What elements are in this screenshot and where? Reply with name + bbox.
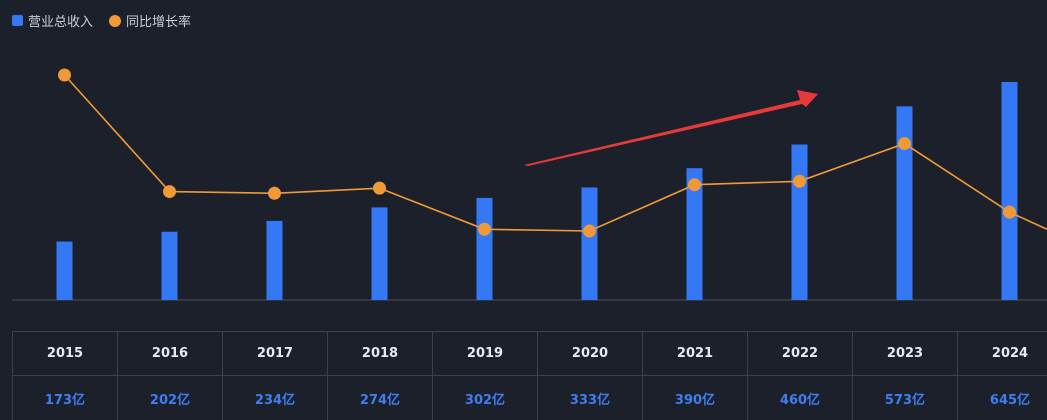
growth-point-2020[interactable] xyxy=(583,224,596,238)
legend-label-growth: 同比增长率 xyxy=(126,15,192,30)
growth-point-2023[interactable] xyxy=(898,137,911,151)
table-cell-value: 390亿 xyxy=(643,376,748,420)
bar-2017[interactable] xyxy=(266,220,283,300)
bar-2019[interactable] xyxy=(476,197,493,300)
table-cell-year: 2018 xyxy=(328,332,433,375)
table-cell-value: 573亿 xyxy=(853,376,958,420)
legend-item-revenue[interactable]: 营业总收入 xyxy=(12,11,93,30)
bar-2016[interactable] xyxy=(161,231,178,300)
table-cell-value: 460亿 xyxy=(748,376,853,420)
bar-2015[interactable] xyxy=(56,241,73,300)
growth-point-2021[interactable] xyxy=(688,178,701,192)
growth-point-2017[interactable] xyxy=(268,186,281,200)
growth-point-2022[interactable] xyxy=(793,174,806,188)
table-row-years: 2015 2016 2017 2018 2019 2020 2021 2022 2023 2024 xyxy=(13,332,1047,376)
trend-arrow-shape xyxy=(524,90,818,166)
table-cell-value: 274亿 xyxy=(328,376,433,420)
bar-2022[interactable] xyxy=(791,144,808,300)
table-cell-year: 2017 xyxy=(223,332,328,375)
table-cell-year: 2016 xyxy=(118,332,223,375)
table-cell-year: 2023 xyxy=(853,332,958,375)
growth-point-2018[interactable] xyxy=(373,181,386,195)
legend-swatch-growth xyxy=(109,14,122,27)
legend-item-growth[interactable]: 同比增长率 xyxy=(109,11,191,30)
bar-2018[interactable] xyxy=(371,207,388,300)
table-cell-year: 2019 xyxy=(433,332,538,375)
bar-2021[interactable] xyxy=(686,168,703,300)
table-cell-value: 173亿 xyxy=(13,376,118,420)
growth-point-2016[interactable] xyxy=(163,185,176,199)
table-cell-year: 2022 xyxy=(748,332,853,375)
legend-swatch-revenue xyxy=(12,15,23,26)
table-cell-value: 333亿 xyxy=(538,376,643,420)
table-cell-year: 2021 xyxy=(643,332,748,375)
bar-2023[interactable] xyxy=(896,106,913,300)
growth-point-2015[interactable] xyxy=(58,68,71,82)
table-cell-value: 302亿 xyxy=(433,376,538,420)
trend-arrow xyxy=(524,90,818,166)
data-table: 2015 2016 2017 2018 2019 2020 2021 2022 2023 2024… xyxy=(12,331,1047,420)
combo-chart xyxy=(12,68,1047,301)
bar-2024[interactable] xyxy=(1001,82,1018,300)
table-cell-year: 2015 xyxy=(13,332,118,375)
bar-2020[interactable] xyxy=(581,187,598,300)
table-row-values: 173亿 202亿 234亿 274亿 302亿 333亿 390亿 460亿 573亿 645亿 xyxy=(13,376,1047,420)
table-cell-year: 2020 xyxy=(538,332,643,375)
revenue-bars xyxy=(56,82,1018,300)
growth-point-2024[interactable] xyxy=(1003,205,1016,219)
legend-label-revenue: 营业总收入 xyxy=(28,15,94,30)
table-cell-value: 202亿 xyxy=(118,376,223,420)
growth-line-layer xyxy=(58,68,1047,238)
growth-point-2019[interactable] xyxy=(478,222,491,236)
table-cell-value: 234亿 xyxy=(223,376,328,420)
table-cell-year: 2024 xyxy=(958,332,1047,375)
legend: 营业总收入 同比增长率 xyxy=(12,11,191,30)
table-cell-value: 645亿 xyxy=(958,376,1047,420)
